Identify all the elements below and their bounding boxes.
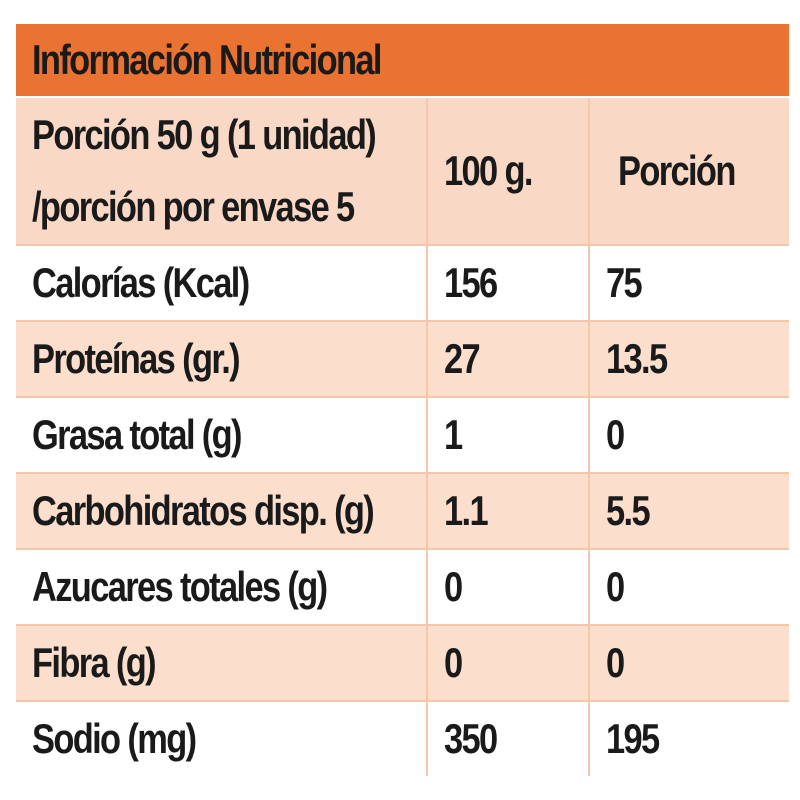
nutrient-label-text: Sodio (mg) [32, 715, 197, 762]
value-per-portion: 0 [587, 624, 790, 701]
table-title: Información Nutricional [13, 22, 790, 97]
value-per-portion: 13.5 [587, 320, 790, 397]
value-per-100g-text: 0 [444, 563, 463, 610]
value-per-100g-text: 1 [444, 411, 463, 458]
table-row: Azucares totales (g) 0 0 [14, 548, 790, 625]
value-per-100g: 350 [426, 700, 589, 776]
value-per-100g: 27 [426, 320, 589, 397]
nutrition-table-container: Información Nutricional Porción 50 g (1 … [13, 22, 790, 776]
nutrient-label: Azucares totales (g) [14, 548, 427, 625]
value-per-100g: 1 [426, 396, 589, 473]
value-per-100g: 156 [426, 244, 589, 321]
table-row: Fibra (g) 0 0 [14, 624, 790, 701]
value-per-portion-text: 0 [606, 639, 625, 686]
nutrient-label-text: Azucares totales (g) [32, 563, 328, 610]
value-per-portion: 0 [587, 396, 790, 473]
value-per-portion: 75 [587, 244, 790, 321]
value-per-100g-text: 0 [444, 639, 463, 686]
table-row: Carbohidratos disp. (g) 1.1 5.5 [14, 472, 790, 549]
value-per-100g: 0 [426, 624, 589, 701]
nutrient-label: Carbohidratos disp. (g) [14, 472, 427, 549]
column-header-100g-text: 100 g. [444, 147, 533, 194]
column-header-portion: Porción [587, 96, 790, 245]
table-row: Proteínas (gr.) 27 13.5 [14, 320, 790, 397]
value-per-portion-text: 13.5 [606, 335, 668, 382]
table-row: Calorías (Kcal) 156 75 [14, 244, 790, 321]
value-per-100g-text: 156 [444, 259, 498, 306]
value-per-100g: 0 [426, 548, 589, 625]
serving-line-2: /porción por envase 5 [32, 183, 355, 230]
value-per-portion-text: 0 [606, 411, 625, 458]
nutrient-label: Grasa total (g) [14, 396, 427, 473]
value-per-portion: 0 [587, 548, 790, 625]
table-title-row: Información Nutricional [13, 22, 790, 97]
column-header-portion-text: Porción [618, 147, 736, 194]
nutrient-label-text: Proteínas (gr.) [32, 335, 241, 382]
nutrient-label: Calorías (Kcal) [14, 244, 427, 321]
column-header-100g: 100 g. [426, 96, 589, 245]
nutrient-label-text: Carbohidratos disp. (g) [32, 487, 375, 534]
value-per-portion: 5.5 [587, 472, 790, 549]
table-row: Grasa total (g) 1 0 [14, 396, 790, 473]
nutrient-label: Sodio (mg) [14, 700, 427, 776]
value-per-100g-text: 350 [444, 715, 498, 762]
table-subheader-row: Porción 50 g (1 unidad) /porción por env… [14, 96, 790, 245]
value-per-portion-text: 0 [606, 563, 625, 610]
nutrition-table: Información Nutricional Porción 50 g (1 … [13, 22, 790, 776]
value-per-portion-text: 195 [606, 715, 660, 762]
value-per-100g: 1.1 [426, 472, 589, 549]
table-title-text: Información Nutricional [32, 36, 382, 83]
nutrient-label: Proteínas (gr.) [14, 320, 427, 397]
nutrient-label-text: Grasa total (g) [32, 411, 243, 458]
serving-line-1: Porción 50 g (1 unidad) [32, 111, 377, 158]
nutrient-label: Fibra (g) [14, 624, 427, 701]
value-per-100g-text: 1.1 [444, 487, 489, 534]
nutrient-label-text: Fibra (g) [32, 639, 157, 686]
value-per-portion: 195 [587, 700, 790, 776]
value-per-portion-text: 5.5 [606, 487, 651, 534]
value-per-portion-text: 75 [606, 259, 643, 306]
serving-size-cell: Porción 50 g (1 unidad) /porción por env… [14, 96, 427, 245]
nutrient-label-text: Calorías (Kcal) [32, 259, 250, 306]
value-per-100g-text: 27 [444, 335, 481, 382]
table-row: Sodio (mg) 350 195 [14, 700, 790, 776]
